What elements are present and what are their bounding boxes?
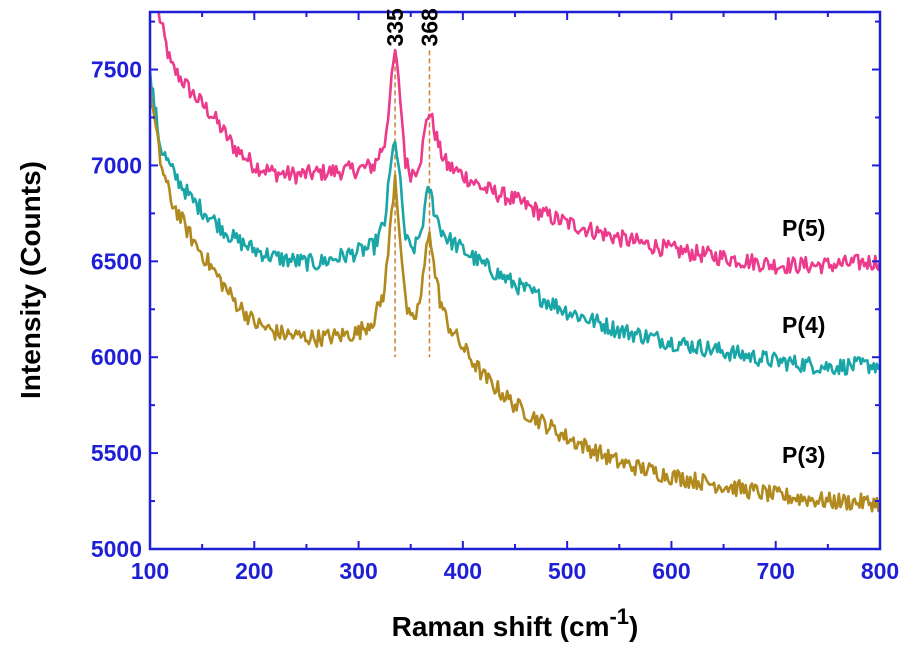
y-tick-label: 6000 (91, 344, 142, 370)
series-label: P(5) (782, 215, 825, 241)
x-tick-label: 600 (652, 558, 690, 584)
series-line-p4 (150, 70, 880, 376)
series-label: P(3) (782, 442, 825, 468)
y-tick-label: 6500 (91, 248, 142, 274)
x-axis-title: Raman shift (cm-1) (392, 604, 639, 642)
y-tick-label: 5500 (91, 440, 142, 466)
peak-label: 368 (416, 8, 442, 47)
plot-frame (148, 10, 882, 551)
x-tick-label: 800 (861, 558, 899, 584)
x-axis-title-close: ) (629, 611, 638, 642)
x-tick-label: 500 (548, 558, 586, 584)
y-tick-label: 7500 (91, 57, 142, 83)
x-tick-label: 200 (235, 558, 273, 584)
series-label: P(4) (782, 312, 825, 338)
x-axis-title-main: Raman shift (cm (392, 611, 610, 642)
y-tick-label: 5000 (91, 536, 142, 562)
peak-label: 335 (382, 8, 408, 47)
x-tick-label: 100 (131, 558, 169, 584)
y-tick-label: 7000 (91, 152, 142, 178)
x-tick-label: 300 (339, 558, 377, 584)
x-tick-label: 700 (757, 558, 795, 584)
x-axis-title-sup: -1 (609, 604, 629, 629)
series-line-p3 (150, 81, 880, 513)
y-axis-title: Intensity (Counts) (15, 161, 46, 399)
series-line-p5 (157, 12, 880, 275)
x-tick-label: 400 (444, 558, 482, 584)
